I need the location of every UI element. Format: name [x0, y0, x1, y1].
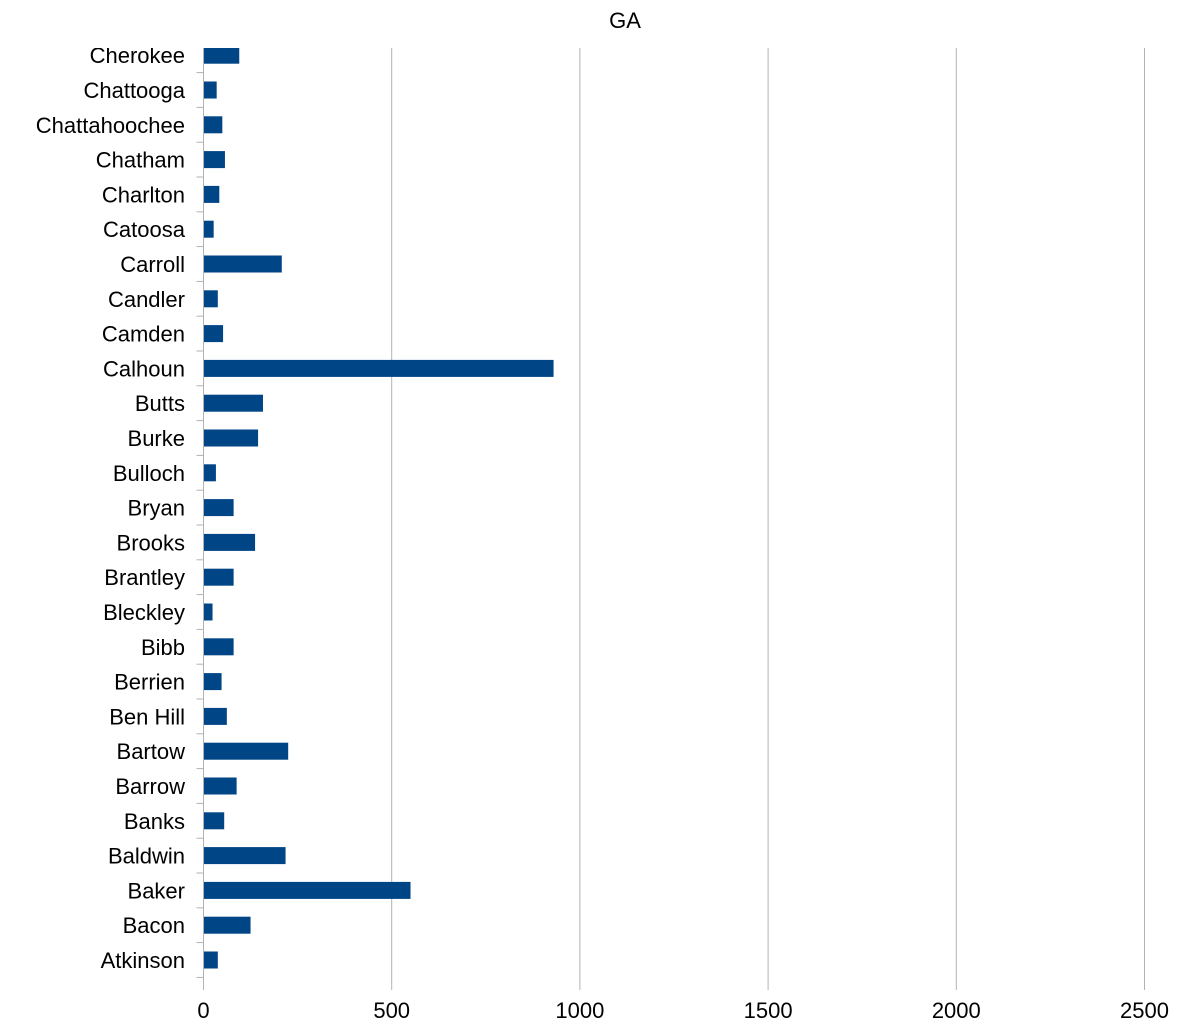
category-label: Bryan [128, 496, 185, 521]
category-label: Chattooga [83, 78, 185, 103]
bar [203, 603, 213, 621]
bar [203, 394, 263, 412]
category-label: Charlton [102, 182, 185, 207]
category-label: Chattahoochee [36, 113, 185, 138]
bar [203, 881, 411, 899]
category-label: Burke [128, 426, 185, 451]
category-labels: Atkinson Bacon Baker Baldwin Banks Barrow Bart… [36, 43, 186, 973]
x-tick-label: 2000 [932, 998, 981, 1023]
bar [203, 638, 234, 656]
category-label: Chatham [96, 148, 185, 173]
category-label: Ben Hill [109, 704, 185, 729]
x-tick-label: 0 [197, 998, 209, 1023]
category-label: Bleckley [103, 600, 185, 625]
chart-title: GA [609, 8, 641, 33]
category-label: Calhoun [103, 356, 185, 381]
category-label: Butts [135, 391, 185, 416]
bar [203, 359, 554, 377]
category-label: Baldwin [108, 844, 185, 869]
gridlines [391, 48, 1145, 983]
bar [203, 81, 217, 99]
category-label: Bibb [141, 635, 185, 660]
bar [203, 777, 237, 795]
category-label: Candler [108, 287, 185, 312]
x-tick-label: 500 [373, 998, 410, 1023]
bar [203, 151, 225, 169]
bar [203, 499, 234, 517]
x-tick-label: 1500 [744, 998, 793, 1023]
x-tick-labels: 0 500 1000 1500 2000 2500 [197, 998, 1169, 1023]
bar [203, 533, 256, 551]
bar [203, 742, 289, 760]
bar [203, 429, 259, 447]
bar [203, 464, 216, 482]
bar [203, 290, 218, 308]
x-tick-label: 2500 [1120, 998, 1169, 1023]
axes [196, 48, 1145, 990]
bar [203, 673, 222, 691]
category-label: Baker [128, 878, 185, 903]
x-tick-label: 1000 [555, 998, 604, 1023]
bar [203, 812, 225, 830]
category-label: Banks [124, 809, 185, 834]
bar [203, 255, 282, 273]
category-label: Brantley [104, 565, 185, 590]
category-label: Berrien [114, 670, 185, 695]
bar [203, 220, 214, 238]
category-label: Atkinson [101, 948, 185, 973]
category-label: Barrow [115, 774, 185, 799]
bar [203, 916, 251, 934]
category-label: Cherokee [90, 43, 185, 68]
bar [203, 847, 286, 865]
bar [203, 707, 227, 725]
bars [203, 48, 554, 969]
bar [203, 568, 234, 586]
category-label: Carroll [120, 252, 185, 277]
category-label: Bartow [117, 739, 186, 764]
bar [203, 116, 223, 134]
bar [203, 48, 240, 64]
bar [203, 951, 218, 969]
category-label: Camden [102, 322, 185, 347]
category-label: Brooks [117, 530, 185, 555]
category-label: Catoosa [103, 217, 186, 242]
category-label: Bulloch [113, 461, 185, 486]
bar [203, 325, 224, 343]
bar [203, 185, 220, 203]
category-label: Bacon [123, 913, 185, 938]
